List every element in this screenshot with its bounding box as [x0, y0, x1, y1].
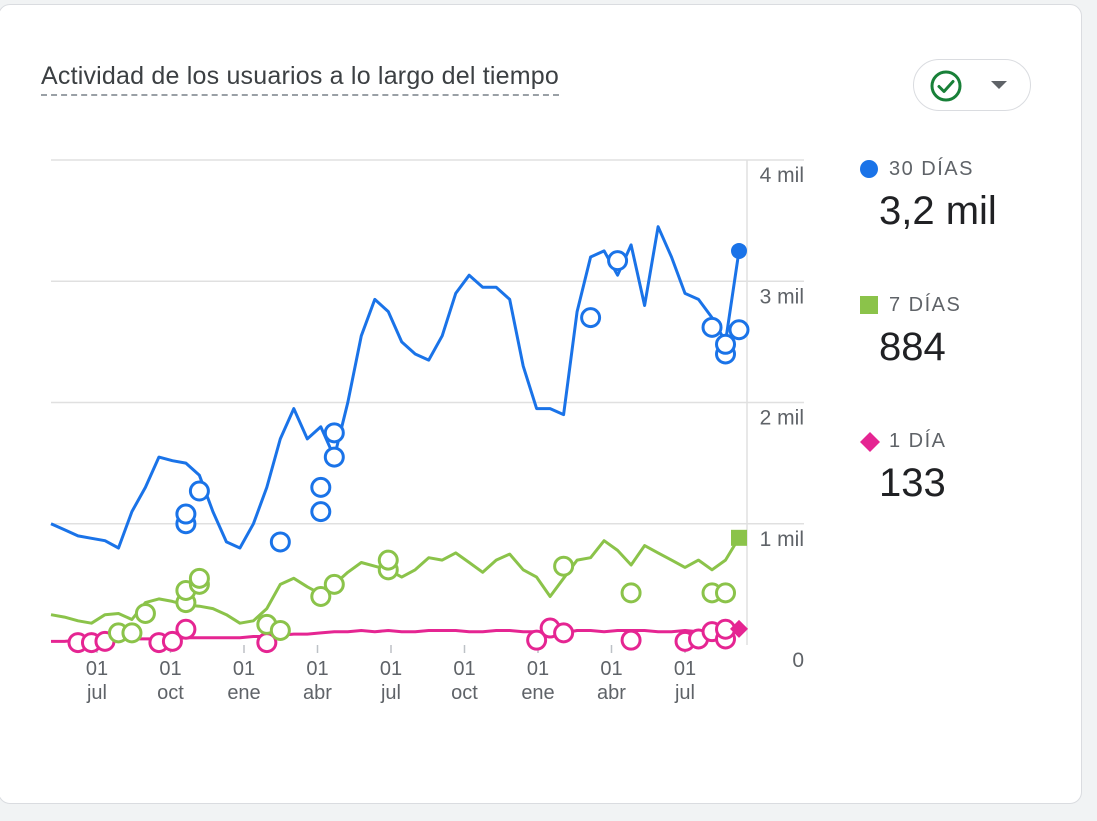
annotation-marker[interactable] [121, 622, 143, 644]
y-tick-label: 2 mil [760, 407, 804, 430]
chart-grid [51, 159, 804, 645]
annotation-marker[interactable] [553, 622, 575, 644]
annotation-marker[interactable] [620, 629, 642, 651]
y-tick-label: 3 mil [760, 285, 804, 308]
legend-item-1-day: 1 DÍA 133 [859, 429, 947, 503]
x-tick-day: 01 [527, 658, 549, 680]
y-tick-label: 0 [792, 649, 804, 672]
series-end-markers [730, 242, 748, 638]
x-tick-day: 01 [674, 658, 696, 680]
x-tick-month: jul [380, 682, 401, 704]
x-tick-day: 01 [600, 658, 622, 680]
annotation-marker[interactable] [269, 531, 291, 553]
annotation-marker[interactable] [161, 630, 183, 652]
annotation-marker[interactable] [323, 422, 345, 444]
x-tick-day: 01 [306, 658, 328, 680]
annotation-marker[interactable] [188, 480, 210, 502]
annotation-marker[interactable] [323, 446, 345, 468]
annotation-marker[interactable] [580, 307, 602, 329]
annotation-marker[interactable] [175, 503, 197, 525]
annotation-marker[interactable] [553, 555, 575, 577]
x-axis-labels: 01jul01oct01ene01abr01jul01oct01ene01abr… [86, 645, 696, 704]
legend-label: 7 DÍAS [889, 294, 962, 316]
annotation-marker[interactable] [620, 582, 642, 604]
annotation-marker[interactable] [607, 250, 629, 272]
diamond-marker-icon [860, 432, 880, 452]
annotation-marker[interactable] [715, 582, 737, 604]
annotation-marker[interactable] [134, 602, 156, 624]
x-tick-month: abr [303, 682, 332, 704]
x-tick-month: oct [157, 682, 184, 704]
annotation-marker[interactable] [526, 629, 548, 651]
annotation-marker[interactable] [175, 618, 197, 640]
annotation-marker[interactable] [310, 476, 332, 498]
y-tick-label: 4 mil [760, 164, 804, 187]
y-axis-labels: 0 1 mil 2 mil 3 mil 4 mil [760, 164, 804, 672]
x-tick-day: 01 [380, 658, 402, 680]
series-line-30-days [50, 225, 741, 550]
legend-value: 3,2 mil [879, 189, 997, 233]
y-tick-label: 1 mil [760, 528, 804, 551]
legend-value: 884 [879, 325, 946, 369]
x-tick-month: ene [227, 682, 260, 704]
end-marker-30-days [731, 242, 747, 259]
x-tick-day: 01 [86, 658, 108, 680]
x-tick-day: 01 [453, 658, 475, 680]
annotation-marker[interactable] [310, 501, 332, 523]
x-tick-month: jul [674, 682, 695, 704]
circle-marker-icon [860, 160, 878, 178]
end-marker-7-days [731, 529, 747, 546]
legend-label: 1 DÍA [889, 430, 947, 452]
series-lines [50, 225, 741, 643]
check-circle-icon [930, 70, 962, 102]
annotation-marker[interactable] [310, 586, 332, 607]
annotation-marker[interactable] [728, 319, 750, 341]
annotation-marker[interactable] [715, 333, 737, 355]
x-tick-month: oct [451, 682, 478, 704]
annotation-markers [67, 250, 750, 654]
annotation-marker[interactable] [269, 619, 291, 641]
annotation-marker[interactable] [377, 549, 399, 571]
user-activity-card: Actividad de los usuarios a lo largo del… [0, 4, 1082, 804]
caret-down-icon [991, 81, 1007, 89]
status-dropdown-button[interactable] [913, 59, 1031, 111]
x-tick-month: ene [521, 682, 554, 704]
x-tick-month: jul [86, 682, 107, 704]
annotation-marker[interactable] [701, 316, 723, 338]
legend-value: 133 [879, 461, 946, 505]
x-tick-day: 01 [233, 658, 255, 680]
card-title[interactable]: Actividad de los usuarios a lo largo del… [41, 62, 560, 96]
x-tick-month: abr [597, 682, 626, 704]
legend-item-7-days: 7 DÍAS 884 [859, 293, 961, 367]
x-tick-day: 01 [159, 658, 181, 680]
square-marker-icon [860, 296, 878, 314]
legend-item-30-days: 30 DÍAS 3,2 mil [859, 157, 997, 231]
end-marker-1-day [730, 619, 748, 638]
annotation-marker[interactable] [188, 567, 210, 589]
legend-label: 30 DÍAS [889, 158, 974, 180]
annotation-marker[interactable] [323, 573, 345, 595]
